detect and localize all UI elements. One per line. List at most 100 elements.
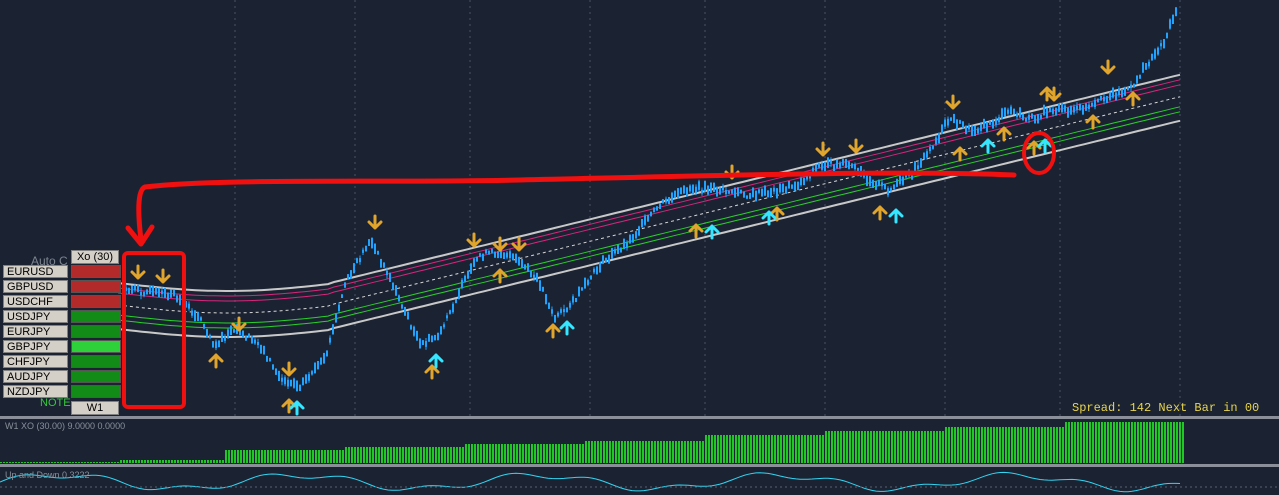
xo-bar — [624, 441, 626, 463]
xo-bar — [696, 441, 698, 463]
candle-body — [566, 307, 568, 313]
xo-bar — [201, 460, 203, 463]
candle-body — [353, 263, 355, 274]
xo-bar — [663, 441, 665, 463]
candle-body — [260, 344, 262, 354]
candle-body — [542, 286, 544, 292]
candle-body — [575, 298, 577, 303]
candle-body — [596, 266, 598, 275]
pane-separator[interactable] — [0, 416, 1279, 419]
candle-body — [1061, 103, 1063, 113]
xo-bar — [393, 447, 395, 463]
pair-row[interactable]: NZDJPY — [3, 385, 121, 400]
candle-body — [779, 183, 781, 193]
xo-bar — [513, 444, 515, 463]
xo-bar — [27, 462, 29, 463]
pair-symbol[interactable]: GBPUSD — [3, 280, 68, 293]
xo-bar — [1149, 422, 1151, 463]
xo-bar — [1158, 422, 1160, 463]
xo-bar — [216, 460, 218, 463]
pair-symbol[interactable]: CHFJPY — [3, 355, 68, 368]
xo-bar — [348, 447, 350, 463]
candle-body — [1154, 49, 1156, 59]
candle-body — [200, 317, 202, 321]
candle-body — [887, 188, 889, 196]
xo-bar — [258, 450, 260, 463]
timeframe-button[interactable]: W1 — [71, 401, 119, 415]
candle-body — [998, 117, 1000, 123]
pair-symbol[interactable]: GBPJPY — [3, 340, 68, 353]
xo-bar — [447, 447, 449, 463]
pair-symbol[interactable]: AUDJPY — [3, 370, 68, 383]
candle-body — [1133, 83, 1135, 88]
candle-body — [1157, 47, 1159, 55]
candle-body — [662, 199, 664, 204]
candle-body — [635, 231, 637, 239]
candle-body — [449, 310, 451, 314]
xo-bar — [408, 447, 410, 463]
xo-bar — [75, 462, 77, 463]
xo-bar — [270, 450, 272, 463]
xo-bar — [603, 441, 605, 463]
xo-bar — [1008, 427, 1010, 463]
pair-symbol[interactable]: NZDJPY — [3, 385, 68, 398]
pair-symbol[interactable]: EURUSD — [3, 265, 68, 278]
buy-arrow-icon — [545, 323, 561, 339]
xo-bar — [948, 427, 950, 463]
xo-bar — [996, 427, 998, 463]
candle-body — [1049, 108, 1051, 113]
pane-separator[interactable] — [0, 464, 1279, 467]
candle-body — [677, 188, 679, 199]
xo-bar — [165, 460, 167, 463]
pair-symbol[interactable]: EURJPY — [3, 325, 68, 338]
xo-bar — [138, 460, 140, 463]
xo-bar — [48, 462, 50, 463]
candle-body — [602, 255, 604, 264]
candle-body — [356, 258, 358, 263]
xo-bar — [18, 462, 20, 463]
candle-body — [827, 157, 829, 169]
candle-body — [314, 362, 316, 374]
pair-row[interactable]: GBPJPY — [3, 340, 121, 355]
xo-bar — [1002, 427, 1004, 463]
pair-row[interactable]: AUDJPY — [3, 370, 121, 385]
candle-body — [1001, 108, 1003, 119]
xo-bar — [1050, 427, 1052, 463]
candle-body — [710, 182, 712, 193]
pair-symbol[interactable]: USDJPY — [3, 310, 68, 323]
xo-bar — [723, 435, 725, 463]
pair-status-box — [71, 280, 121, 293]
candle-body — [1016, 113, 1018, 117]
candle-body — [194, 310, 196, 322]
candle-body — [323, 352, 325, 364]
candle-body — [1094, 99, 1096, 108]
candle-body — [431, 335, 433, 343]
candle-body — [914, 161, 916, 172]
candle-body — [212, 341, 214, 348]
candle-body — [281, 377, 283, 382]
candle-body — [1145, 63, 1147, 70]
xo-bar — [807, 435, 809, 463]
xo-bar — [687, 441, 689, 463]
pair-row[interactable]: GBPUSD — [3, 280, 121, 295]
xo-bar — [366, 447, 368, 463]
xo-bar — [189, 460, 191, 463]
candle-body — [209, 335, 211, 339]
candle-body — [455, 298, 457, 304]
xo-bar — [858, 431, 860, 463]
pair-symbol[interactable]: USDCHF — [3, 295, 68, 308]
xo-panel-title[interactable]: Xo (30) — [71, 250, 119, 264]
pair-row[interactable]: EURUSD — [3, 265, 121, 280]
candle-body — [632, 234, 634, 243]
candle-body — [140, 291, 142, 296]
pair-row[interactable]: EURJPY — [3, 325, 121, 340]
xo-bar — [1005, 427, 1007, 463]
candle-body — [500, 249, 502, 259]
xo-bar — [753, 435, 755, 463]
pair-row[interactable]: USDCHF — [3, 295, 121, 310]
pair-row[interactable]: CHFJPY — [3, 355, 121, 370]
xo-bar — [867, 431, 869, 463]
red-highlight-box — [122, 251, 186, 409]
pair-row[interactable]: USDJPY — [3, 310, 121, 325]
